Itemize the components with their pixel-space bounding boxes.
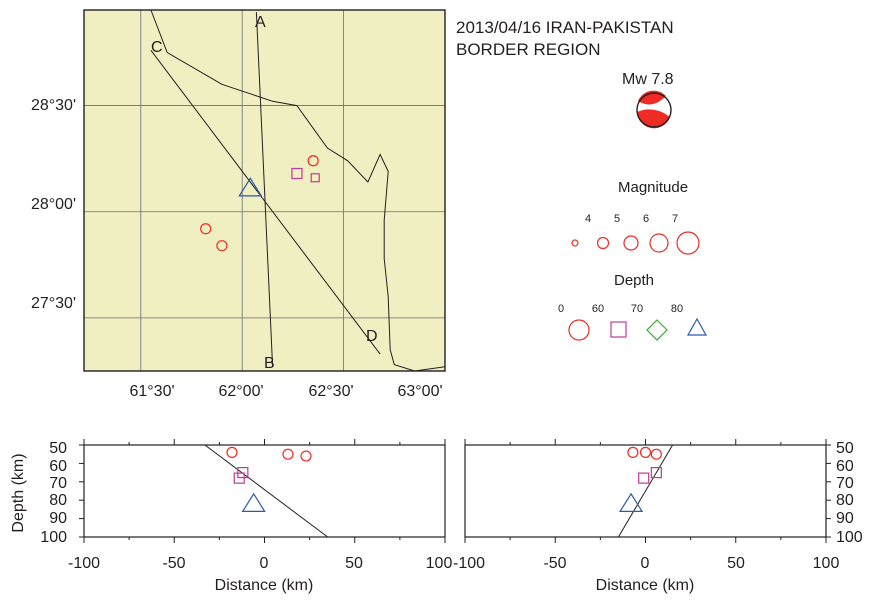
event-circle — [216, 240, 228, 252]
lon-label: 63°00' — [397, 383, 442, 400]
cross-section-ab: Depth (km) 50 60 70 80 90 100 -100 -50 0… — [10, 439, 452, 594]
x-axis-label: Distance (km) — [215, 577, 314, 594]
legend-depth-value: 70 — [631, 303, 643, 315]
profile-label-d: D — [366, 328, 378, 345]
cross-section-ab-plot — [79, 439, 446, 543]
y-tick-label: 100 — [836, 529, 863, 546]
y-tick-label: 70 — [836, 475, 854, 492]
event-square — [650, 467, 662, 479]
event-square — [291, 167, 303, 180]
legend-depth-title: Depth — [614, 272, 654, 289]
y-tick-label: 80 — [49, 492, 67, 509]
focal-mechanism-beachball-icon — [636, 90, 672, 129]
section-frame — [83, 444, 446, 538]
projected-profile-line — [204, 444, 328, 538]
country-border — [150, 9, 446, 372]
legend-magnitude-circle — [649, 233, 669, 253]
event-triangle — [241, 492, 266, 512]
y-tick-label: 80 — [836, 492, 854, 509]
lon-label: 62°00' — [218, 383, 263, 400]
profile-line-cd — [150, 50, 381, 355]
legend-magnitude-value: 6 — [643, 213, 649, 225]
event-circle — [282, 448, 294, 460]
legend-magnitude-circle — [571, 239, 579, 247]
x-tick-label: -50 — [543, 555, 566, 572]
legend-depth-value: 80 — [671, 303, 683, 315]
profile-label-a: A — [255, 14, 266, 31]
event-circle — [307, 155, 319, 167]
event-square — [233, 472, 245, 484]
legend-magnitude-value: 7 — [672, 213, 678, 225]
y-tick-label: 90 — [836, 510, 854, 527]
x-tick-label: 50 — [345, 555, 363, 572]
x-tick-label: 0 — [641, 555, 650, 572]
legend-depth-square-icon — [610, 321, 627, 338]
event-circle — [200, 223, 212, 235]
x-tick-label: -50 — [162, 555, 185, 572]
profile-label-c: C — [151, 39, 163, 56]
legend-magnitude-value: 5 — [614, 213, 620, 225]
event-square — [310, 173, 320, 183]
projected-profile-line — [617, 444, 674, 538]
event-triangle — [618, 492, 644, 512]
y-tick-label: 70 — [49, 475, 67, 492]
event-circle — [226, 446, 238, 458]
event-circle — [627, 446, 639, 458]
event-title-line1: 2013/04/16 IRAN-PAKISTAN — [456, 18, 674, 37]
y-tick-label: 50 — [49, 440, 67, 457]
lat-label: 27°30' — [31, 295, 76, 312]
map-frame — [83, 9, 446, 372]
y-tick-label: 60 — [49, 458, 67, 475]
x-tick-label: 100 — [426, 555, 453, 572]
legend-depth-value: 60 — [592, 303, 604, 315]
legend-depth-diamond-icon — [646, 319, 668, 341]
x-axis-label: Distance (km) — [596, 577, 695, 594]
event-square — [638, 472, 650, 484]
event-circle — [650, 448, 662, 460]
x-tick-label: 100 — [813, 555, 840, 572]
profile-label-b: B — [264, 355, 275, 372]
epicenter-map: A B C D 28°30' 28°00' 27°30' 61°30' 62°0… — [31, 9, 446, 400]
legend-magnitude-value: 4 — [585, 213, 591, 225]
cross-section-cd-plot — [464, 439, 831, 543]
lon-label: 62°30' — [308, 383, 353, 400]
x-tick-label: -100 — [453, 555, 485, 572]
event-triangle — [238, 177, 263, 197]
x-tick-label: -100 — [68, 555, 100, 572]
legend-depth-value: 0 — [558, 303, 564, 315]
y-tick-label: 60 — [836, 458, 854, 475]
y-tick-label: 50 — [836, 440, 854, 457]
legend-magnitude-circles — [571, 231, 700, 255]
cross-section-cd: 50 60 70 80 90 100 -100 -50 0 50 100 Dis… — [453, 439, 863, 594]
x-tick-label: 50 — [727, 555, 745, 572]
map-events — [200, 155, 320, 252]
legend-magnitude-circle — [596, 236, 610, 250]
profile-line-ab — [255, 12, 274, 367]
y-tick-label: 100 — [40, 529, 67, 546]
event-circle — [300, 450, 312, 462]
legend-magnitude-circle — [623, 235, 639, 251]
event-circle — [639, 446, 652, 458]
y-axis-label: Depth (km) — [10, 453, 27, 532]
legend-magnitude-title: Magnitude — [618, 179, 688, 196]
magnitude-label: Mw 7.8 — [622, 71, 674, 88]
lat-label: 28°30' — [31, 97, 76, 114]
legend-depth-triangle-icon — [686, 317, 708, 336]
x-tick-label: 0 — [260, 555, 269, 572]
lon-label: 61°30' — [129, 383, 174, 400]
event-title-line2: BORDER REGION — [456, 40, 601, 59]
lat-label: 28°00' — [31, 196, 76, 213]
legend-depth-circle-icon — [568, 319, 590, 341]
y-tick-label: 90 — [49, 510, 67, 527]
legend-magnitude-circle — [676, 231, 700, 255]
